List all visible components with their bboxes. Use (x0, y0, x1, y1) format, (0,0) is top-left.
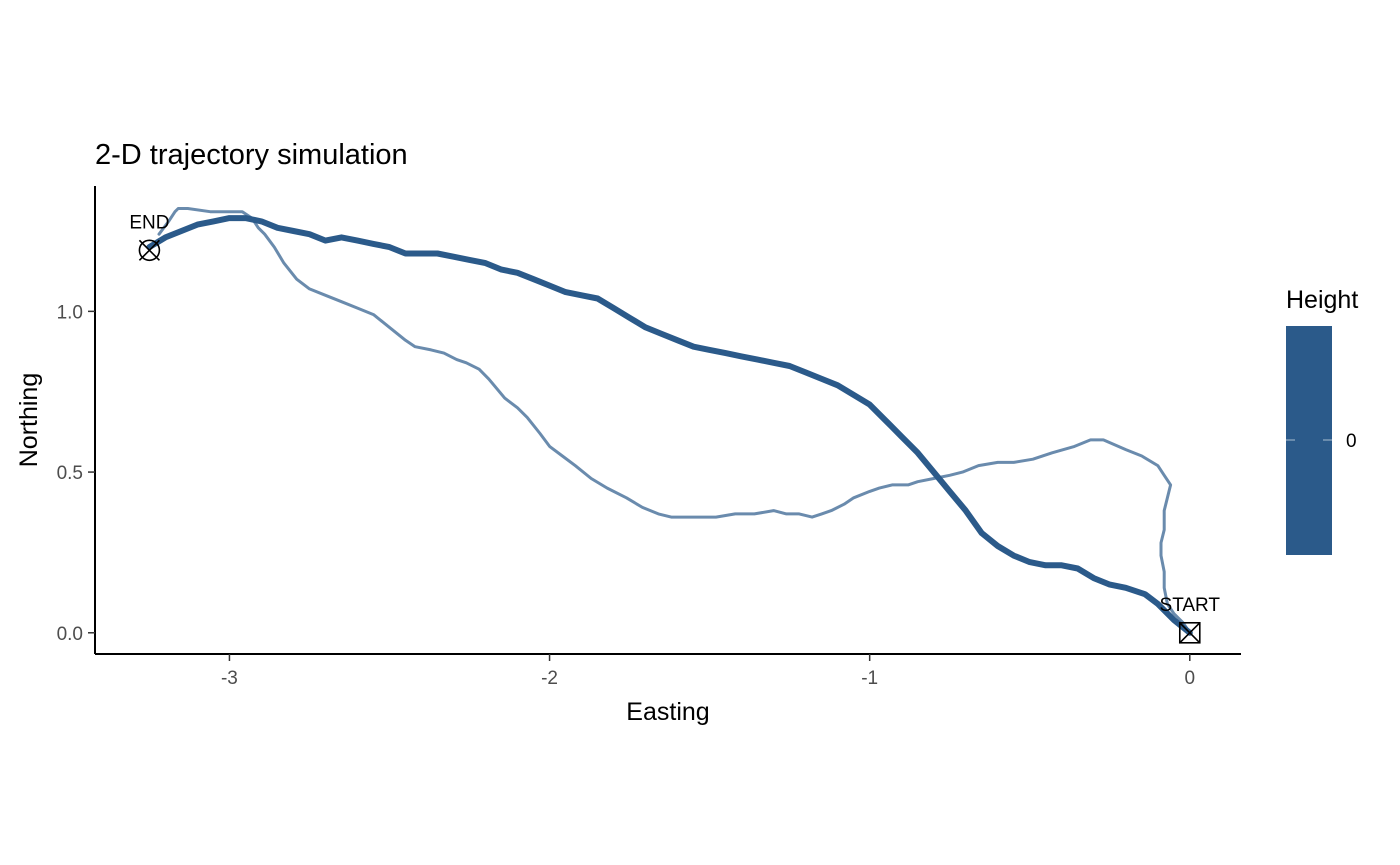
x-tick-label: -2 (541, 668, 558, 689)
trajectory-line-2 (146, 215, 1193, 636)
y-tick-label: 0.5 (57, 463, 83, 484)
trajectory-line-1 (157, 207, 1192, 635)
start-label: START (1160, 595, 1221, 616)
legend-tick-label: 0 (1346, 431, 1357, 452)
start-marker-square (1178, 621, 1201, 644)
legend: Height 0 (1286, 286, 1358, 555)
legend-title: Height (1286, 286, 1358, 314)
x-axis-label: Easting (626, 698, 709, 726)
y-tick-label: 0.0 (57, 624, 83, 645)
y-tick-label: 1.0 (57, 302, 83, 323)
x-tick-label: -3 (221, 668, 238, 689)
chart-title: 2-D trajectory simulation (95, 139, 408, 171)
y-axis-label: Northing (15, 373, 43, 468)
end-marker-cross-b (138, 239, 160, 261)
x-tick-label: -1 (861, 668, 878, 689)
start-marker-cross-b (1179, 622, 1201, 644)
marker-layer: END START (129, 212, 1221, 644)
plot-panel: END START -3 -2 -1 0 0.0 0.5 1.0 (57, 186, 1241, 689)
end-marker-circle (138, 239, 161, 262)
x-tick-label: 0 (1184, 668, 1195, 689)
y-axis-ticks: 0.0 0.5 1.0 (57, 302, 95, 645)
x-axis-ticks: -3 -2 -1 0 (221, 654, 1195, 689)
series-layer (146, 207, 1193, 636)
end-label: END (129, 212, 169, 233)
